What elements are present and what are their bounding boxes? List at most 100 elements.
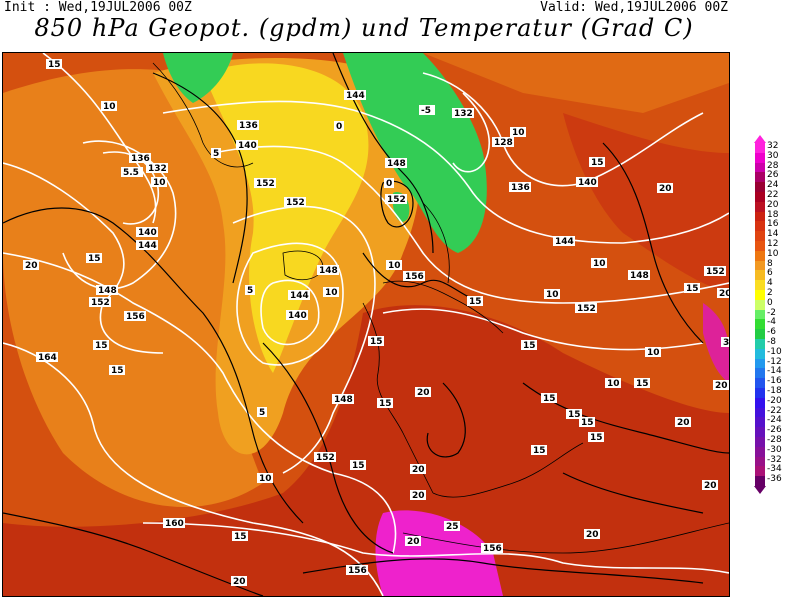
contour-label: 136 [509, 182, 531, 193]
colorbar-top-arrow [754, 135, 766, 143]
contour-label-text: 10 [546, 290, 559, 300]
temp-field-magenta-east [703, 303, 729, 383]
contour-label-text: 148 [98, 286, 117, 296]
contour-label-text: 15 [686, 284, 699, 294]
colorbar-step: 2 [755, 288, 790, 300]
contour-label: 156 [403, 271, 425, 282]
colorbar-swatch [755, 378, 765, 389]
contour-label: 140 [136, 227, 158, 238]
map-title: 850 hPa Geopot. (gpdm) und Temperatur (G… [34, 14, 694, 42]
contour-label: 140 [236, 140, 258, 151]
contour-label: 15 [521, 340, 537, 351]
colorbar-step: -28 [755, 435, 790, 447]
colorbar-level-label: 32 [767, 141, 779, 151]
contour-label-text: 15 [581, 418, 594, 428]
contour-label-text: 156 [405, 272, 424, 282]
colorbar-level-label: -36 [767, 474, 782, 485]
contour-label-text: 144 [555, 237, 574, 247]
colorbar-level-label: -20 [767, 395, 782, 406]
contour-label: 15 [467, 296, 483, 307]
colorbar-level-label: 0 [767, 297, 773, 308]
contour-label-text: 136 [511, 183, 530, 193]
contour-label-text: 144 [346, 91, 365, 101]
contour-label-text: 30 [723, 338, 729, 348]
contour-label-text: 164 [38, 353, 57, 363]
contour-label: 156 [346, 565, 368, 576]
contour-label: 20 [415, 387, 431, 398]
contour-label: 15 [541, 393, 557, 404]
colorbar-swatch [755, 280, 765, 291]
colorbar-step: -24 [755, 415, 790, 428]
contour-label: 15 [684, 283, 700, 294]
colorbar-step: 10 [755, 249, 790, 261]
colorbar-level-label: -6 [767, 327, 776, 338]
colorbar-level-label: 16 [767, 219, 779, 230]
colorbar-level-label: -24 [767, 415, 782, 426]
colorbar-swatch [755, 476, 765, 487]
contour-label: 10 [386, 260, 402, 271]
weather-map: 15 10 136 5.5 132 10 140 144 15 20 148 152 156 164 15 1… [2, 52, 730, 597]
contour-label: 10 [257, 473, 273, 484]
contour-label: 152 [254, 178, 276, 189]
colorbar-step: -16 [755, 376, 790, 389]
colorbar-swatch [755, 309, 765, 320]
contour-label: -5 [419, 105, 435, 116]
colorbar-level-label: 14 [767, 229, 779, 240]
temp-field-atlantic [3, 69, 263, 507]
contour-label: 156 [481, 543, 503, 554]
colorbar-level-label: 6 [767, 268, 773, 279]
contour-label: 148 [628, 270, 650, 281]
contour-label-text: 132 [454, 109, 473, 119]
contour-label: 10 [510, 127, 526, 138]
colorbar-level-label: 20 [767, 199, 779, 210]
contour-label-text: 5 [259, 408, 265, 418]
contour-label-text: 140 [238, 141, 257, 151]
contour-label-text: 144 [290, 291, 309, 301]
contour-label: 15 [350, 460, 366, 471]
contour-label-text: 20 [412, 491, 425, 501]
colorbar-step: -36 [755, 474, 790, 487]
contour-label: 10 [544, 289, 560, 300]
colorbar-swatch [755, 270, 765, 281]
contour-label-text: 15 [469, 297, 482, 307]
colorbar-swatch [755, 182, 765, 193]
colorbar-level-label: -28 [767, 435, 782, 445]
contour-label: 144 [136, 240, 158, 251]
colorbar-level-label: -14 [767, 366, 782, 377]
colorbar-step: 14 [755, 229, 790, 242]
colorbar-swatch [755, 437, 765, 447]
contour-label-text: 15 [590, 433, 603, 443]
contour-label-text: 15 [636, 379, 649, 389]
contour-label-text: 10 [103, 102, 116, 112]
contour-label: 20 [713, 380, 729, 391]
colorbar-step: 30 [755, 151, 790, 163]
colorbar-level-label: -4 [767, 317, 776, 328]
contour-label: 10 [591, 258, 607, 269]
contour-label: 15 [46, 59, 62, 70]
contour-label: 152 [575, 303, 597, 314]
contour-label: 15 [93, 340, 109, 351]
contour-label: 152 [89, 297, 111, 308]
colorbar-swatch [755, 446, 765, 457]
contour-label-text: 20 [715, 381, 728, 391]
contour-label: 10 [323, 287, 339, 298]
colorbar-step: -6 [755, 327, 790, 340]
colorbar-step: -8 [755, 337, 790, 349]
contour-label: 30 [721, 337, 729, 348]
colorbar-swatch [755, 211, 765, 222]
contour-label-text: 15 [352, 461, 365, 471]
temp-field-north [3, 53, 729, 113]
contour-label: 15 [232, 531, 248, 542]
colorbar-step: -14 [755, 366, 790, 379]
colorbar-swatch [755, 152, 765, 163]
contour-label: 20 [675, 417, 691, 428]
contour-label-text: 20 [677, 418, 690, 428]
contour-label: 20 [23, 260, 39, 271]
colorbar-swatch [755, 241, 765, 251]
contour-label: 15 [588, 432, 604, 443]
contour-label-text: 15 [370, 337, 383, 347]
contour-label: 152 [314, 452, 336, 463]
colorbar-level-label: -8 [767, 337, 776, 347]
